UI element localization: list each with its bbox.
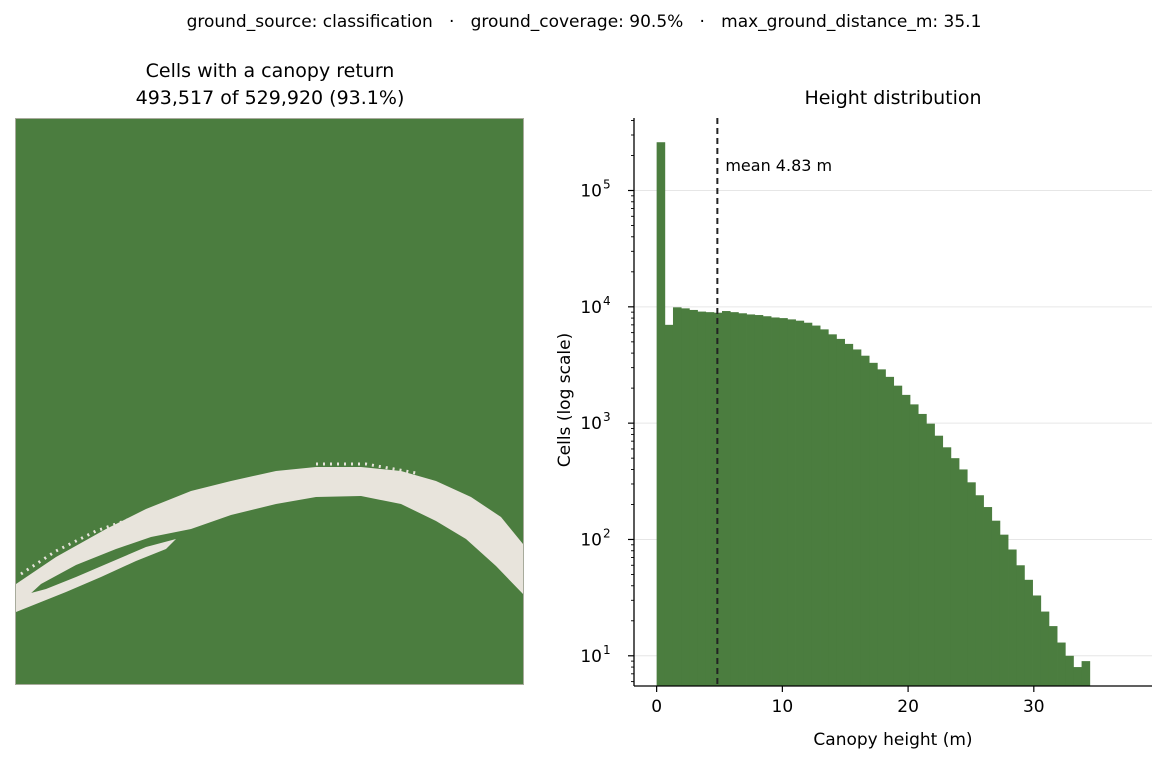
histogram-bar bbox=[959, 469, 968, 686]
histogram-bar bbox=[722, 311, 731, 686]
histogram-bar bbox=[877, 369, 886, 686]
histogram-bar bbox=[1008, 549, 1017, 686]
y-tick-label: 10 bbox=[580, 414, 602, 434]
y-tick-label: 10 bbox=[580, 530, 602, 550]
histogram-bar bbox=[885, 376, 895, 686]
figure-suptitle: ground_source: classification · ground_c… bbox=[186, 12, 982, 32]
histogram-bar bbox=[803, 322, 813, 686]
no-canopy-band-lower bbox=[16, 539, 176, 612]
y-tick-exponent: 1 bbox=[603, 643, 611, 657]
map-title-line1: Cells with a canopy return bbox=[145, 60, 395, 82]
y-axis-label: Cells (log scale) bbox=[555, 333, 575, 467]
histogram-bar bbox=[1065, 655, 1074, 686]
no-canopy-band-upper bbox=[16, 467, 523, 607]
histogram-bar bbox=[999, 534, 1009, 686]
histogram-bar bbox=[779, 318, 788, 686]
histogram-bar bbox=[991, 520, 1001, 686]
histogram-bar bbox=[1073, 667, 1082, 686]
histogram-bar bbox=[771, 317, 780, 686]
mean-height-label: mean 4.83 m bbox=[725, 156, 832, 175]
histogram-bar bbox=[942, 447, 952, 686]
histogram-bar bbox=[869, 362, 878, 686]
x-axis-label: Canopy height (m) bbox=[813, 730, 972, 750]
y-tick-exponent: 5 bbox=[603, 177, 611, 191]
x-tick-label: 20 bbox=[897, 697, 919, 717]
histogram-bar bbox=[844, 343, 854, 686]
no-canopy-speckle bbox=[20, 462, 417, 576]
histogram-bar bbox=[820, 329, 829, 686]
histogram-bar bbox=[705, 312, 715, 686]
histogram-bar bbox=[1057, 642, 1066, 686]
histogram-bar bbox=[681, 308, 690, 686]
x-tick-label: 30 bbox=[1023, 697, 1045, 717]
histogram-bar bbox=[746, 314, 756, 686]
histogram-bar bbox=[934, 435, 944, 686]
x-tick-label: 0 bbox=[651, 697, 662, 717]
histogram-bar bbox=[926, 423, 935, 686]
histogram-bars bbox=[656, 142, 1091, 687]
histogram-bar bbox=[754, 315, 764, 686]
histogram-bar bbox=[893, 385, 903, 686]
histogram-bar bbox=[860, 355, 870, 686]
map-title-line2: 493,517 of 529,920 (93.1%) bbox=[135, 87, 405, 109]
y-tick-label: 10 bbox=[580, 298, 602, 318]
x-tick-label: 10 bbox=[772, 697, 794, 717]
histogram-bar bbox=[828, 334, 837, 686]
histogram-bar bbox=[967, 482, 976, 686]
histogram-bar bbox=[836, 338, 845, 686]
histogram-bar bbox=[1024, 579, 1033, 686]
histogram-bar bbox=[656, 142, 666, 687]
y-tick-exponent: 2 bbox=[603, 526, 611, 540]
y-tick-exponent: 4 bbox=[603, 294, 611, 308]
histogram-bar bbox=[787, 319, 796, 686]
x-axis-ticks: 0 10 20 30 bbox=[651, 686, 1045, 717]
canopy-map-canvas bbox=[16, 119, 523, 684]
y-tick-label: 10 bbox=[580, 647, 602, 667]
canopy-area bbox=[16, 119, 523, 684]
histogram-bar bbox=[901, 394, 911, 686]
histogram-bar bbox=[697, 311, 707, 686]
histogram-bar bbox=[689, 309, 698, 686]
histogram-bar bbox=[795, 320, 805, 686]
histogram-bar bbox=[1040, 611, 1050, 686]
canopy-coverage-map bbox=[15, 118, 524, 685]
histogram-bar bbox=[909, 404, 919, 686]
histogram-bar bbox=[1016, 565, 1025, 686]
histogram-bar bbox=[738, 313, 747, 686]
histogram-bar bbox=[983, 507, 993, 686]
y-tick-label: 10 bbox=[580, 181, 602, 201]
histogram-title: Height distribution bbox=[804, 87, 982, 109]
histogram-bar bbox=[1048, 626, 1058, 686]
y-tick-exponent: 3 bbox=[603, 410, 611, 424]
histogram-bar bbox=[762, 316, 772, 686]
histogram-bar bbox=[852, 349, 862, 686]
histogram-bar bbox=[664, 324, 674, 686]
histogram-bar bbox=[1081, 661, 1091, 686]
histogram-bar bbox=[950, 458, 960, 686]
histogram-bar bbox=[1032, 595, 1042, 686]
histogram-bar bbox=[672, 307, 682, 686]
histogram-bar bbox=[975, 495, 984, 686]
histogram-bar bbox=[730, 312, 739, 686]
histogram-bar bbox=[918, 413, 927, 686]
histogram-bar bbox=[811, 325, 821, 686]
